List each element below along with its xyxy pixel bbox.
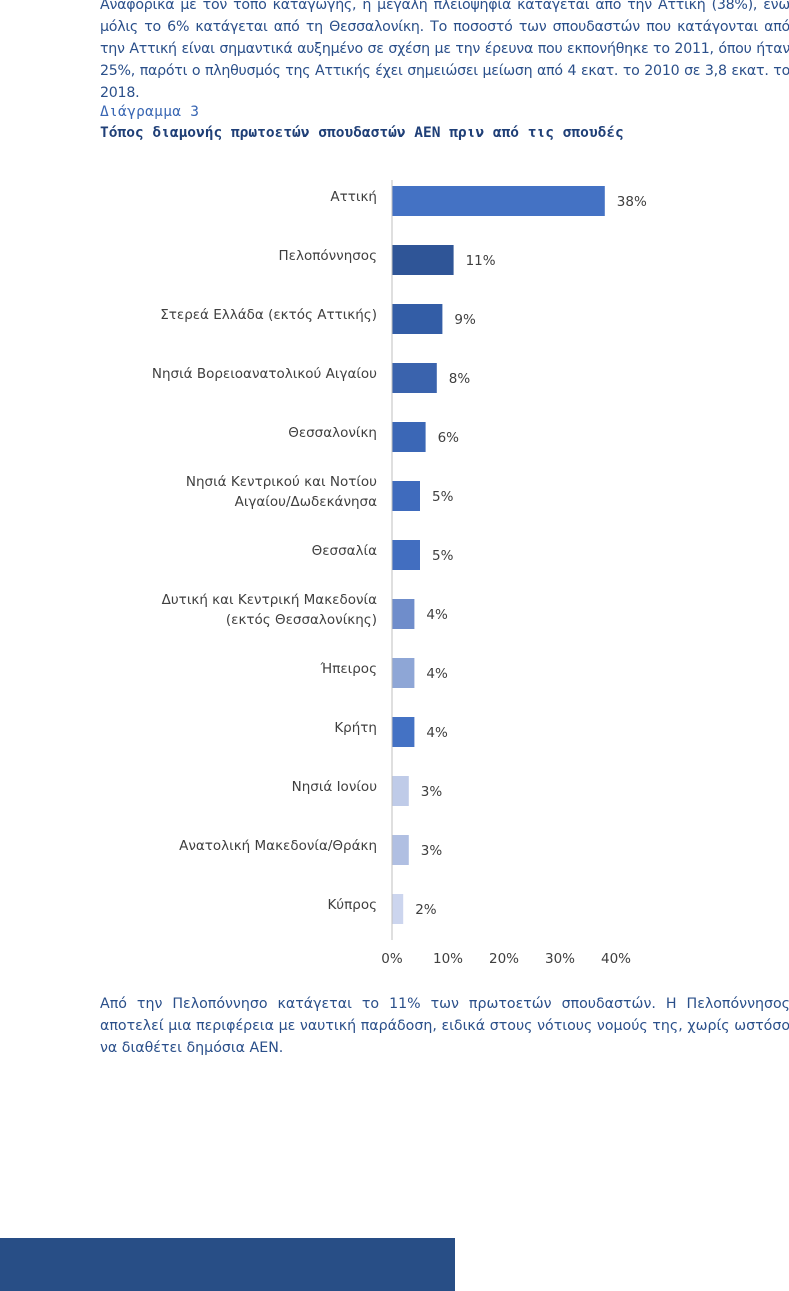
bar — [392, 717, 415, 747]
category-label: Θεσσαλία — [312, 543, 377, 559]
data-label: 8% — [449, 371, 471, 387]
category-label: (εκτός Θεσσαλονίκης) — [226, 612, 377, 628]
bars-layer: 38% Αττική 11% Πελοπόννησος 9% Στερεά Ελλάδα … — [152, 186, 647, 924]
bar — [392, 835, 409, 865]
category-label: Νησιά Βορειοανατολικού Αιγαίου — [152, 366, 377, 382]
category-label: Αιγαίου/Δωδεκάνησα — [235, 494, 377, 510]
category-label: Πελοπόννησος — [279, 248, 377, 264]
category-label: Αττική — [330, 189, 377, 205]
intro-paragraph: Αναφορικά με τον τόπο καταγωγής, η μεγάλ… — [100, 0, 789, 101]
figure-title: Τόπος διαμονής πρωτοετών σπουδαστών ΑΕΝ … — [100, 125, 624, 141]
category-label: Νησιά Κεντρικού και Νοτίου — [186, 474, 377, 490]
bar — [392, 186, 605, 216]
category-label: Θεσσαλονίκη — [288, 425, 377, 441]
bar — [392, 658, 415, 688]
data-label: 3% — [421, 843, 443, 859]
bar-chart: 38% Αττική 11% Πελοπόννησος 9% Στερεά Ελλάδα … — [152, 180, 647, 967]
data-label: 11% — [466, 253, 496, 269]
x-tick-label: 20% — [489, 951, 519, 967]
data-label: 4% — [426, 666, 448, 682]
category-label: Νησιά Ιονίου — [292, 779, 378, 795]
category-label: Κρήτη — [334, 720, 377, 736]
category-label: Δυτική και Κεντρική Μακεδονία — [162, 592, 377, 608]
data-label: 6% — [438, 430, 460, 446]
footer-band — [0, 1238, 455, 1291]
bar — [392, 776, 409, 806]
bar — [392, 245, 454, 275]
bar — [392, 540, 420, 570]
tick-labels-layer: 0% 10% 20% 30% 40% — [381, 951, 631, 967]
data-label: 5% — [432, 489, 454, 505]
data-label: 9% — [454, 312, 476, 328]
category-label: Στερεά Ελλάδα (εκτός Αττικής) — [160, 307, 377, 323]
category-label: Ανατολική Μακεδονία/Θράκη — [179, 838, 377, 854]
x-tick-label: 30% — [545, 951, 575, 967]
x-tick-label: 10% — [433, 951, 463, 967]
figure-number: Διάγραμμα 3 — [100, 104, 200, 120]
data-label: 5% — [432, 548, 454, 564]
data-label: 38% — [617, 194, 647, 210]
bar — [392, 894, 404, 924]
bar — [392, 363, 437, 393]
x-tick-label: 40% — [601, 951, 631, 967]
data-label: 2% — [415, 902, 437, 918]
category-label: Ήπειρος — [319, 661, 377, 677]
following-paragraph: Από την Πελοπόννησο κατάγεται το 11% των… — [100, 996, 789, 1056]
bar — [392, 481, 420, 511]
category-label: Κύπρος — [327, 897, 377, 913]
bar — [392, 422, 426, 452]
data-label: 3% — [421, 784, 443, 800]
data-label: 4% — [426, 607, 448, 623]
data-label: 4% — [426, 725, 448, 741]
x-tick-label: 0% — [381, 951, 403, 967]
bar — [392, 599, 415, 629]
bar — [392, 304, 443, 334]
